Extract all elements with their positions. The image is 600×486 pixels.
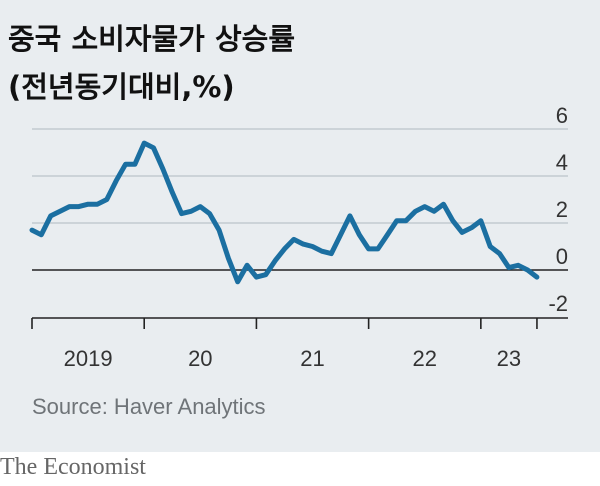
x-tick-label: 22 [412, 346, 436, 371]
y-tick-label: 6 [556, 103, 568, 128]
x-tick-label: 21 [300, 346, 324, 371]
data-series [29, 140, 540, 285]
y-tick-label: 2 [556, 197, 568, 222]
x-tick-label: 23 [497, 346, 521, 371]
source-note: Source: Haver Analytics [32, 394, 266, 419]
chart-subtitle: (전년동기대비,%) [8, 70, 235, 104]
y-axis-ticks: 6 4 2 0 -2 [548, 103, 568, 316]
gridlines [32, 128, 568, 271]
series-line-cpi [29, 140, 540, 285]
chart-card [0, 0, 600, 452]
x-tick-label: 20 [188, 346, 212, 371]
y-tick-label: 4 [556, 150, 568, 175]
y-tick-label: 0 [556, 244, 568, 269]
x-axis: 2019 20 21 22 23 [31, 317, 568, 371]
y-tick-label: -2 [548, 291, 568, 316]
chart-title: 중국 소비자물가 상승률 [8, 22, 295, 56]
publisher-logo: The Economist [0, 454, 146, 480]
x-tick-label: 2019 [64, 346, 113, 371]
